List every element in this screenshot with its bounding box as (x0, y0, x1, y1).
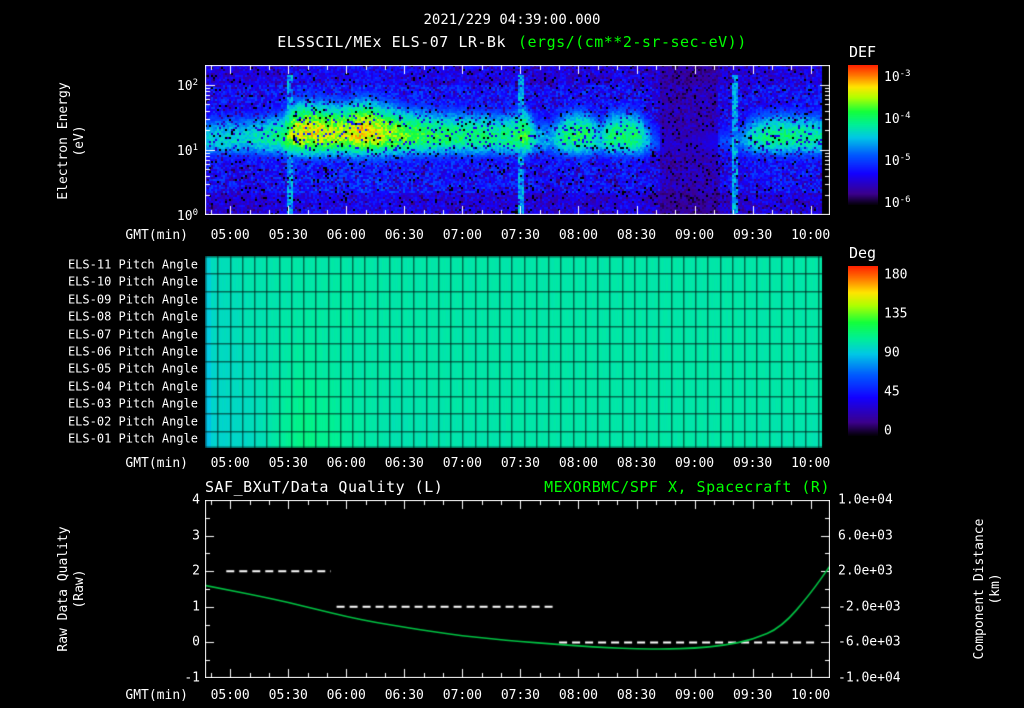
pitch-row-label: ELS-04 Pitch Angle (67, 379, 198, 394)
pitch-row-label: ELS-03 Pitch Angle (67, 396, 198, 411)
pitch-row-label: ELS-01 Pitch Angle (67, 431, 198, 446)
right-y-tick-label: -2.0e+03 (838, 599, 901, 615)
x-tick-label: 08:00 (558, 688, 599, 703)
x-tick-label: 06:00 (326, 228, 366, 243)
header-title: ELSSCIL/MEx ELS-07 LR-Bk (ergs/(cm**2-sr-… (0, 33, 1024, 51)
x-tick-label: 05:00 (210, 688, 250, 703)
colorbar-tick-label: 10-5 (884, 152, 911, 170)
left-y-tick-label: 4 (192, 492, 200, 508)
electron-energy-spectrogram (205, 65, 830, 215)
colorbar-tick-label: 10-4 (884, 110, 911, 128)
timeseries-right-axis-title-line2: (km) (988, 573, 1003, 605)
deg-colorbar (848, 266, 878, 436)
x-axis-title: GMT(min) (125, 456, 188, 471)
x-tick-label: 07:00 (442, 688, 482, 703)
header-units-title: (ergs/(cm**2-sr-sec-eV)) (518, 33, 747, 51)
x-tick-label: 09:00 (674, 228, 715, 243)
right-y-tick-label: 2.0e+03 (838, 563, 893, 579)
header-datetime: 2021/229 04:39:00.000 (423, 12, 601, 28)
x-tick-label: 07:30 (500, 688, 540, 703)
x-tick-label: 06:00 (326, 456, 366, 471)
x-tick-label: 06:30 (384, 688, 424, 703)
colorbar-tick-label: 135 (884, 306, 908, 322)
spectrogram-y-axis-title: Electron Energy (eV) (56, 59, 88, 223)
x-tick-label: 10:00 (791, 456, 831, 471)
pitch-row-label: ELS-05 Pitch Angle (67, 361, 198, 376)
x-tick-label: 10:00 (791, 688, 831, 703)
pitch-row-label: ELS-07 Pitch Angle (67, 327, 198, 342)
x-tick-label: 07:30 (500, 228, 540, 243)
timeseries-right-axis-title-line1: Component Distance (972, 518, 987, 660)
x-tick-label: 10:00 (791, 228, 831, 243)
x-tick-label: 07:00 (442, 456, 482, 471)
y-tick-label: 102 (176, 77, 198, 94)
x-tick-label: 09:30 (733, 228, 773, 243)
right-y-tick-label: -1.0e+04 (838, 670, 901, 686)
pitch-row-label: ELS-10 Pitch Angle (67, 274, 198, 289)
x-tick-label: 05:30 (268, 688, 308, 703)
pitch-angle-heatmap (205, 256, 830, 448)
x-tick-label: 05:30 (268, 228, 308, 243)
right-series-title: MEXORBMC/SPF X, Spacecraft (R) (544, 478, 830, 496)
left-y-tick-label: 2 (192, 563, 200, 579)
pitch-row-label: ELS-11 Pitch Angle (67, 257, 198, 272)
timeseries-left-axis-title-line1: Raw Data Quality (56, 526, 71, 652)
x-tick-label: 06:30 (384, 456, 424, 471)
x-tick-label: 09:30 (733, 456, 773, 471)
x-tick-label: 06:30 (384, 228, 424, 243)
left-series-title: SAF_BXuT/Data Quality (L) (205, 478, 444, 496)
left-y-tick-label: -1 (184, 670, 200, 686)
x-tick-label: 09:30 (733, 688, 773, 703)
x-tick-label: 08:30 (616, 228, 657, 243)
colorbar-def-title: DEF (849, 43, 877, 61)
x-tick-label: 05:00 (210, 456, 250, 471)
y-tick-label: 101 (176, 142, 198, 159)
timeseries-right-axis-title: Component Distance (km) (972, 489, 1004, 689)
x-tick-label: 08:00 (558, 228, 599, 243)
x-tick-label: 07:00 (442, 228, 482, 243)
header-instrument-title: ELSSCIL/MEx ELS-07 LR-Bk (277, 33, 506, 51)
colorbar-tick-label: 180 (884, 267, 908, 283)
pitch-row-label: ELS-09 Pitch Angle (67, 292, 198, 307)
x-tick-label: 05:30 (268, 456, 308, 471)
x-axis-title: GMT(min) (125, 688, 188, 703)
colorbar-deg-title: Deg (849, 244, 877, 262)
pitch-row-label: ELS-08 Pitch Angle (67, 309, 198, 324)
colorbar-tick-label: 10-3 (884, 68, 911, 86)
pitch-row-label: ELS-02 Pitch Angle (67, 414, 198, 429)
pitch-row-label: ELS-06 Pitch Angle (67, 344, 198, 359)
x-tick-label: 09:00 (674, 456, 715, 471)
spectrogram-y-axis-title-line1: Electron Energy (56, 82, 71, 200)
x-tick-label: 08:30 (616, 456, 657, 471)
left-y-tick-label: 1 (192, 599, 200, 615)
right-y-tick-label: 1.0e+04 (838, 492, 893, 508)
x-axis-title: GMT(min) (125, 228, 188, 243)
x-tick-label: 05:00 (210, 228, 250, 243)
timeseries-left-axis-title-line2: (Raw) (72, 569, 87, 609)
y-tick-label: 100 (176, 207, 198, 225)
x-tick-label: 09:00 (674, 688, 715, 703)
spectrogram-y-axis-title-line2: (eV) (72, 125, 87, 157)
left-y-tick-label: 0 (192, 634, 200, 650)
timeseries-plot (205, 500, 830, 678)
left-y-tick-label: 3 (192, 528, 200, 544)
colorbar-tick-label: 0 (884, 423, 892, 439)
x-tick-label: 08:00 (558, 456, 599, 471)
colorbar-tick-label: 90 (884, 345, 900, 361)
colorbar-tick-label: 10-6 (884, 194, 911, 212)
x-tick-label: 06:00 (326, 688, 366, 703)
timeseries-left-axis-title: Raw Data Quality (Raw) (56, 507, 88, 671)
def-colorbar (848, 65, 878, 205)
x-tick-label: 08:30 (616, 688, 657, 703)
x-tick-label: 07:30 (500, 456, 540, 471)
colorbar-tick-label: 45 (884, 384, 900, 400)
right-y-tick-label: 6.0e+03 (838, 528, 893, 544)
right-y-tick-label: -6.0e+03 (838, 634, 901, 650)
